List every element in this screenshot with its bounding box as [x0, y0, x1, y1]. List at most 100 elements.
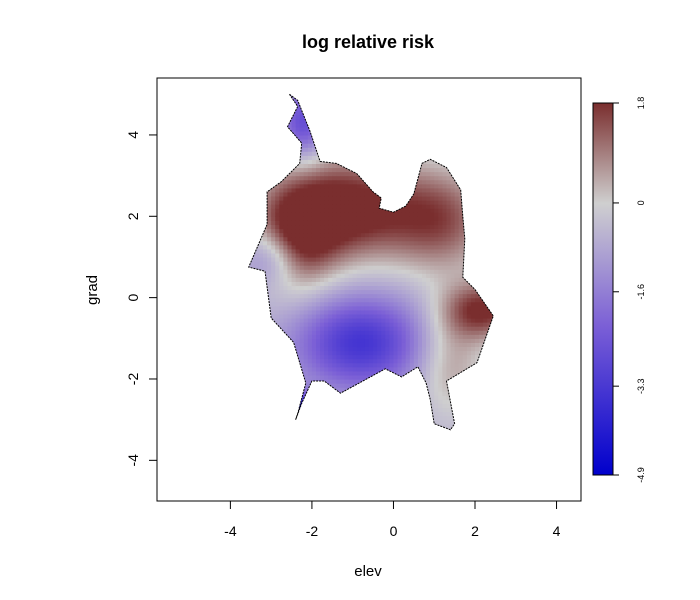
heat-cell: [352, 281, 358, 287]
heat-cell: [340, 228, 346, 234]
heat-cell: [348, 326, 354, 331]
heat-cell: [430, 228, 435, 234]
heat-cell: [291, 195, 297, 201]
heat-cell: [296, 432, 301, 437]
heat-cell: [328, 334, 333, 339]
heat-cell: [369, 387, 374, 392]
heat-cell: [295, 126, 301, 132]
heat-cell: [332, 122, 337, 128]
heat-cell: [303, 130, 309, 136]
heat-cell: [369, 179, 374, 185]
heat-cell: [401, 126, 407, 132]
heat-cell: [271, 277, 276, 282]
heat-cell: [356, 358, 362, 364]
heat-cell: [438, 391, 443, 396]
heat-cell: [438, 220, 443, 226]
heat-cell: [438, 236, 443, 242]
heat-cell: [243, 277, 248, 282]
heat-cell: [373, 313, 378, 319]
heat-cell: [239, 224, 244, 229]
heat-cell: [377, 411, 382, 417]
heat-cell: [446, 126, 452, 132]
heat-cell: [446, 236, 452, 242]
heat-cell: [344, 330, 350, 335]
heat-cell: [417, 403, 423, 409]
heat-cell: [336, 143, 342, 148]
heat-cell: [316, 281, 321, 287]
heat-cell: [446, 139, 452, 144]
heat-cell: [303, 423, 309, 429]
heat-cell: [344, 362, 350, 368]
heat-cell: [271, 261, 276, 266]
heat-cell: [332, 86, 337, 91]
heat-cell: [332, 102, 337, 108]
heat-cell: [275, 195, 280, 201]
heat-cell: [413, 330, 419, 335]
heat-cell: [303, 232, 309, 238]
heat-cell: [267, 256, 272, 262]
heat-cell: [248, 110, 252, 116]
heat-cell: [263, 277, 268, 282]
heat-cell: [254, 228, 260, 234]
heat-cell: [299, 265, 305, 270]
heat-cell: [320, 293, 325, 299]
heat-cell: [271, 248, 276, 254]
heat-cell: [267, 175, 272, 181]
heat-cell: [373, 126, 378, 132]
heat-cell: [316, 110, 321, 116]
heat-cell: [258, 309, 264, 315]
heat-cell: [442, 191, 448, 197]
heat-cell: [267, 228, 272, 234]
heat-cell: [348, 130, 354, 136]
heat-cell: [364, 334, 370, 339]
heat-cell: [248, 387, 252, 392]
heat-cell: [405, 240, 411, 246]
heat-cell: [320, 236, 325, 242]
heat-cell: [458, 102, 464, 108]
heat-cell: [328, 419, 333, 425]
heat-cell: [275, 216, 280, 221]
heat-cell: [248, 338, 252, 343]
heat-cell: [446, 204, 452, 209]
heat-cell: [377, 387, 382, 392]
heat-cell: [422, 232, 427, 238]
heat-cell: [267, 191, 272, 197]
heat-cell: [283, 212, 289, 217]
heat-cell: [389, 155, 395, 160]
heat-cell: [336, 289, 342, 295]
heat-cell: [324, 94, 329, 95]
heat-cell: [234, 200, 239, 205]
heat-cell: [405, 147, 411, 152]
heat-cell: [442, 256, 448, 262]
heat-cell: [401, 98, 407, 104]
heat-cell: [291, 126, 297, 132]
heat-cell: [307, 175, 313, 181]
heat-cell: [454, 297, 460, 303]
heat-cell: [336, 98, 342, 104]
heat-cell: [438, 289, 443, 295]
heat-cell: [369, 378, 374, 384]
heat-cell: [356, 326, 362, 331]
heat-cell: [426, 244, 431, 250]
heat-cell: [263, 261, 268, 266]
heat-cell: [230, 407, 235, 412]
heat-cell: [234, 298, 239, 303]
heat-cell: [267, 358, 272, 364]
heat-cell: [454, 265, 460, 270]
heat-cell: [299, 411, 305, 417]
heat-cell: [385, 110, 390, 116]
heat-cell: [377, 322, 382, 327]
heat-cell: [450, 252, 456, 258]
heat-cell: [462, 244, 468, 250]
heat-cell: [385, 126, 390, 132]
heat-cell: [446, 309, 452, 315]
heat-cell: [234, 375, 239, 380]
heat-cell: [230, 330, 235, 335]
heat-cell: [250, 403, 256, 409]
heat-cell: [458, 130, 464, 136]
heat-cell: [258, 366, 264, 372]
heat-cell: [348, 427, 354, 430]
heat-cell: [364, 261, 370, 266]
heat-cell: [413, 155, 419, 160]
heat-cell: [422, 415, 427, 421]
